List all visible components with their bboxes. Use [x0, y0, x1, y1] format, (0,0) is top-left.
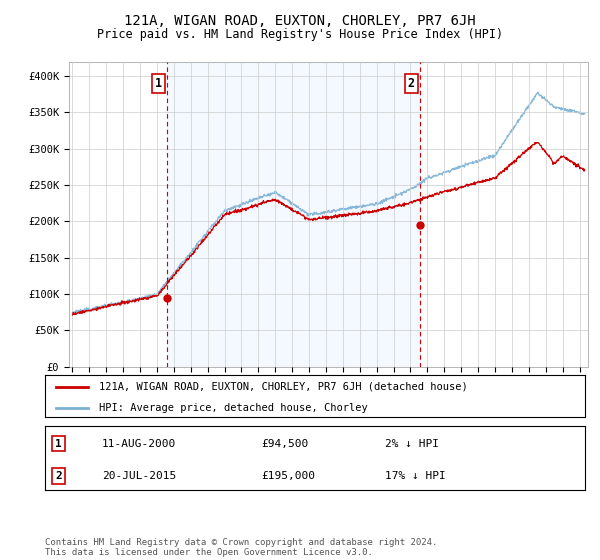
Text: 2% ↓ HPI: 2% ↓ HPI — [385, 438, 439, 449]
Bar — [167, 62, 420, 367]
Text: £195,000: £195,000 — [261, 471, 315, 481]
Text: 2: 2 — [55, 471, 62, 481]
Text: 20-JUL-2015: 20-JUL-2015 — [101, 471, 176, 481]
Text: 121A, WIGAN ROAD, EUXTON, CHORLEY, PR7 6JH (detached house): 121A, WIGAN ROAD, EUXTON, CHORLEY, PR7 6… — [99, 382, 468, 392]
Text: 1: 1 — [55, 438, 62, 449]
Text: 1: 1 — [155, 77, 163, 90]
Text: 11-AUG-2000: 11-AUG-2000 — [101, 438, 176, 449]
Text: HPI: Average price, detached house, Chorley: HPI: Average price, detached house, Chor… — [99, 403, 368, 413]
Text: £94,500: £94,500 — [261, 438, 308, 449]
Text: Price paid vs. HM Land Registry's House Price Index (HPI): Price paid vs. HM Land Registry's House … — [97, 28, 503, 41]
Text: 121A, WIGAN ROAD, EUXTON, CHORLEY, PR7 6JH: 121A, WIGAN ROAD, EUXTON, CHORLEY, PR7 6… — [124, 14, 476, 28]
Text: Contains HM Land Registry data © Crown copyright and database right 2024.
This d: Contains HM Land Registry data © Crown c… — [45, 538, 437, 557]
Text: 2: 2 — [408, 77, 415, 90]
Text: 17% ↓ HPI: 17% ↓ HPI — [385, 471, 446, 481]
